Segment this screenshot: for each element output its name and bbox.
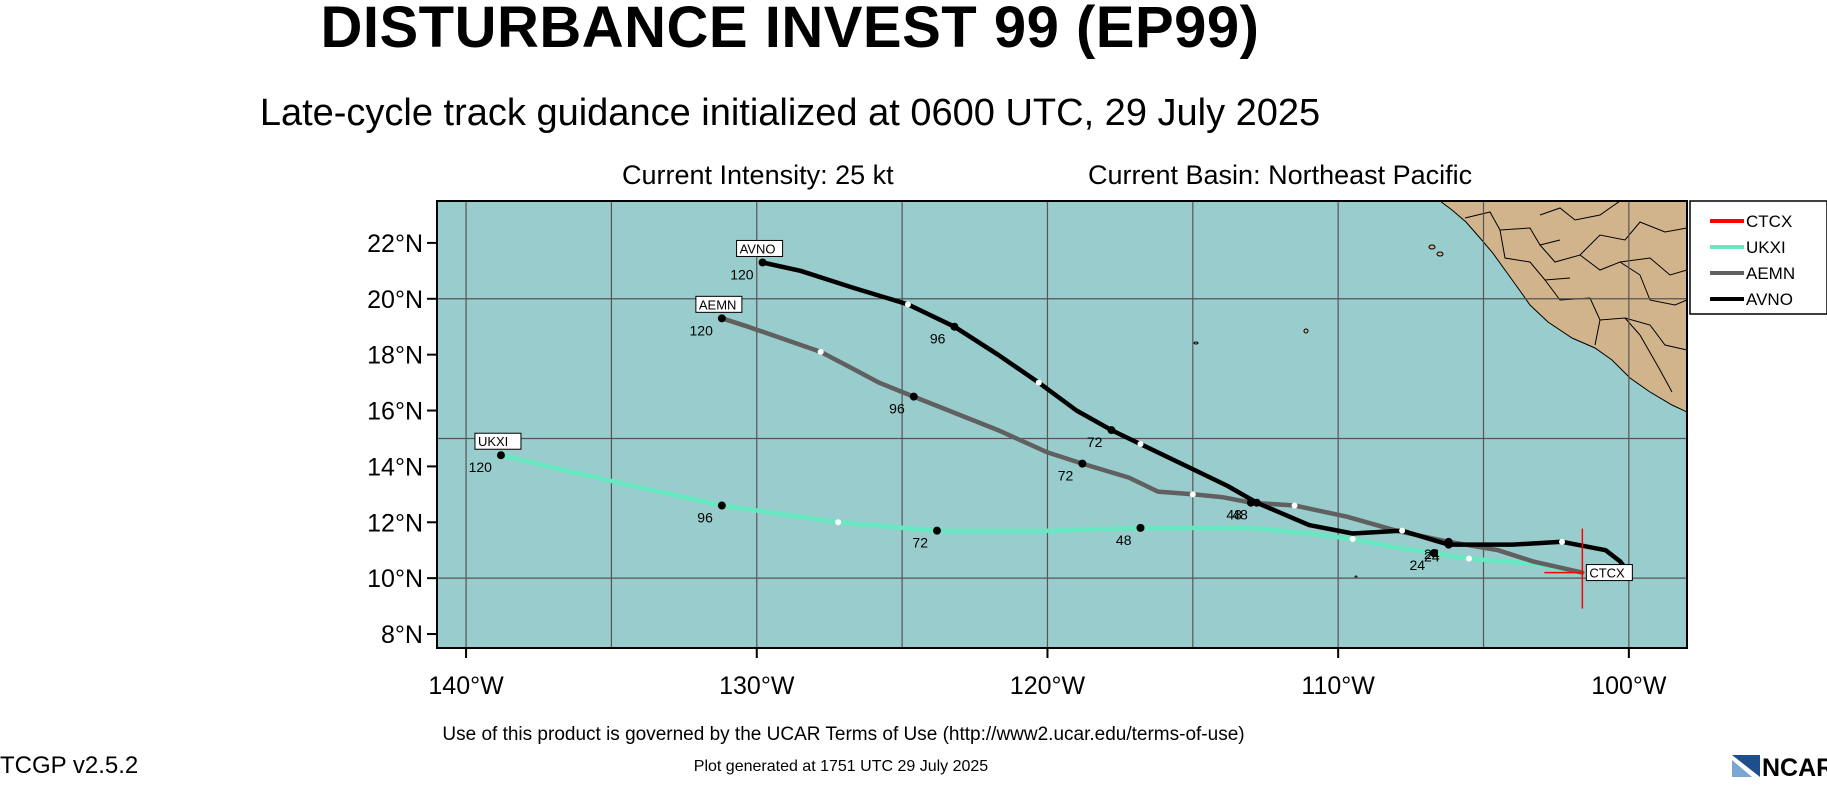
lat-tick-label: 8°N bbox=[381, 621, 423, 649]
lon-tick-label: 120°W bbox=[1010, 672, 1086, 700]
legend-label-avno: AVNO bbox=[1746, 290, 1793, 309]
end-tag-box-avno bbox=[736, 239, 784, 257]
version-label: TCGP v2.5.2 bbox=[0, 752, 139, 779]
lat-tick-label: 12°N bbox=[367, 509, 423, 537]
hour-label-ukxi: 96 bbox=[697, 510, 713, 526]
hour-label-ukxi: 48 bbox=[1116, 532, 1132, 548]
track-point-aemn bbox=[1189, 491, 1196, 498]
model-tracks bbox=[497, 259, 1632, 575]
hour-marker-aemn bbox=[717, 314, 726, 323]
end-tag-box-ukxi bbox=[474, 432, 522, 450]
hour-label-avno: 120 bbox=[730, 266, 754, 282]
hour-label-avno: 48 bbox=[1232, 507, 1248, 523]
hour-label-ukxi: 72 bbox=[912, 535, 928, 551]
hour-marker-avno bbox=[1252, 498, 1261, 507]
lat-tick-label: 18°N bbox=[367, 342, 423, 370]
current-intensity: Current Intensity: 25 kt bbox=[622, 160, 894, 190]
islands bbox=[1193, 244, 1444, 579]
hour-marker-ukxi bbox=[717, 501, 726, 510]
hour-marker-aemn bbox=[1246, 498, 1255, 507]
main-title: DISTURBANCE INVEST 99 (EP99) bbox=[320, 0, 1260, 60]
end-tag-avno: AVNO bbox=[740, 241, 776, 256]
lat-tick-label: 14°N bbox=[367, 453, 423, 481]
hour-label-avno: 96 bbox=[930, 331, 946, 347]
track-point-aemn bbox=[817, 348, 824, 355]
hour-label-avno: 72 bbox=[1087, 434, 1103, 450]
lat-tick-label: 22°N bbox=[367, 230, 423, 258]
hour-marker-avno bbox=[758, 258, 767, 267]
hour-label-aemn: 120 bbox=[690, 322, 714, 338]
hour-label-ukxi: 120 bbox=[469, 459, 493, 475]
terms-of-use: Use of this product is governed by the U… bbox=[442, 724, 1245, 745]
lon-tick-label: 100°W bbox=[1591, 672, 1667, 700]
current-basin: Current Basin: Northeast Pacific bbox=[1088, 160, 1473, 190]
end-tag-ctcx: CTCX bbox=[1589, 566, 1625, 581]
hour-marker-ukxi bbox=[1136, 523, 1145, 532]
lon-tick-label: 110°W bbox=[1301, 672, 1375, 700]
legend-label-aemn: AEMN bbox=[1746, 264, 1795, 283]
track-ukxi bbox=[498, 452, 1585, 575]
longitude-axis: 140°W 130°W 120°W 110°W 100°W bbox=[428, 648, 1667, 700]
legend-label-ukxi: UKXI bbox=[1746, 238, 1786, 257]
end-tag-box-ctcx bbox=[1585, 564, 1633, 582]
lat-tick-label: 16°N bbox=[367, 398, 423, 426]
ctcx-crosshair bbox=[1544, 528, 1584, 609]
track-point-avno bbox=[1035, 379, 1042, 386]
end-tag-aemn: AEMN bbox=[699, 297, 737, 312]
legend: CTCX UKXI AEMN AVNO bbox=[1689, 200, 1827, 315]
hour-label-avno: 24 bbox=[1424, 549, 1440, 565]
lat-tick-label: 10°N bbox=[367, 565, 423, 593]
track-point-ukxi bbox=[835, 519, 842, 526]
hour-label-aemn: 72 bbox=[1058, 468, 1074, 484]
ncar-logo: NCAR bbox=[1730, 750, 1827, 782]
hour-marker-avno bbox=[950, 322, 959, 331]
hour-label-aemn: 48 bbox=[1226, 507, 1242, 523]
state-borders bbox=[1464, 201, 1687, 393]
track-point-aemn bbox=[1291, 502, 1298, 509]
hour-marker-ukxi bbox=[1430, 549, 1439, 558]
track-point-ukxi bbox=[1349, 536, 1356, 543]
hour-marker-avno bbox=[1107, 426, 1116, 435]
track-point-avno bbox=[1559, 538, 1565, 545]
hour-label-aemn: 96 bbox=[889, 401, 905, 417]
hour-marker-aemn bbox=[1078, 459, 1087, 468]
model-end-tags: UKXI AEMN AVNO CTCX bbox=[474, 239, 1633, 582]
lat-tick-label: 20°N bbox=[367, 286, 423, 314]
ncar-logo-mark: NCAR bbox=[1732, 754, 1827, 782]
grid-lines bbox=[437, 201, 1687, 648]
lon-tick-label: 140°W bbox=[428, 672, 504, 700]
track-avno bbox=[760, 260, 1632, 575]
hour-marker-aemn bbox=[909, 392, 918, 401]
mexico-land bbox=[1439, 201, 1687, 413]
latitude-axis: 8°N 10°N 12°N 14°N 16°N 18°N 20°N 22°N bbox=[367, 230, 437, 649]
end-tag-box-aemn bbox=[695, 295, 743, 313]
legend-label-ctcx: CTCX bbox=[1746, 212, 1792, 231]
plot-frame bbox=[436, 200, 1688, 649]
hour-label-aemn: 24 bbox=[1424, 546, 1440, 562]
track-point-avno bbox=[1399, 527, 1406, 534]
lon-tick-label: 130°W bbox=[719, 672, 795, 700]
track-point-ukxi bbox=[1465, 555, 1472, 562]
track-point-avno bbox=[904, 301, 911, 308]
hour-label-ukxi: 24 bbox=[1410, 557, 1426, 573]
hour-marker-avno bbox=[1444, 540, 1453, 549]
hour-marker-ukxi bbox=[496, 451, 505, 460]
track-point-avno bbox=[1137, 441, 1144, 448]
end-tag-ukxi: UKXI bbox=[478, 434, 508, 449]
subtitle: Late-cycle track guidance initialized at… bbox=[259, 92, 1321, 134]
ncar-logo-text: NCAR bbox=[1762, 754, 1827, 780]
plot-generated-time: Plot generated at 1751 UTC 29 July 2025 bbox=[693, 758, 989, 775]
ocean-background bbox=[437, 201, 1687, 648]
hour-marker-ukxi bbox=[933, 526, 941, 535]
